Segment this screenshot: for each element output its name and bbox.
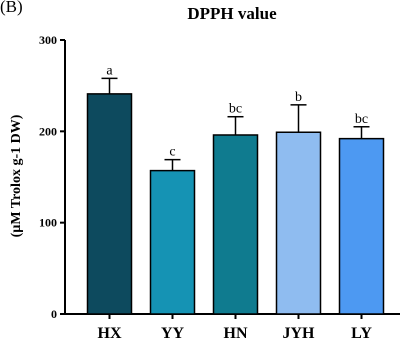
x-tick-label-yy: YY — [161, 325, 185, 342]
significance-label-hx: a — [106, 63, 113, 78]
y-tick-label: 300 — [39, 33, 57, 47]
y-axis-label: (µM Trolox g-1 DW) — [9, 114, 24, 237]
y-tick-label: 0 — [51, 307, 57, 321]
significance-label-yy: c — [169, 145, 175, 160]
significance-label-hn: bc — [229, 102, 242, 117]
x-tick-label-jyh: JYH — [283, 325, 316, 342]
y-tick-label: 200 — [39, 124, 57, 138]
bar-ly — [338, 137, 385, 315]
significance-label-ly: bc — [355, 112, 368, 127]
panel-label: (B) — [0, 0, 23, 16]
x-tick-label-ly: LY — [351, 325, 372, 342]
x-tick-label-hx: HX — [98, 325, 122, 342]
y-tick-label: 100 — [39, 216, 57, 230]
bar-yy — [149, 169, 196, 315]
bar-hn — [212, 134, 259, 315]
bar-jyh — [275, 131, 322, 315]
chart-title: DPPH value — [187, 4, 277, 23]
bar-hx — [86, 93, 133, 315]
x-tick-label-hn: HN — [224, 325, 248, 342]
plot-area: 0 100 200 300 a HX c YY bc HN b JYH bc LY — [39, 33, 400, 342]
significance-label-jyh: b — [295, 90, 302, 105]
